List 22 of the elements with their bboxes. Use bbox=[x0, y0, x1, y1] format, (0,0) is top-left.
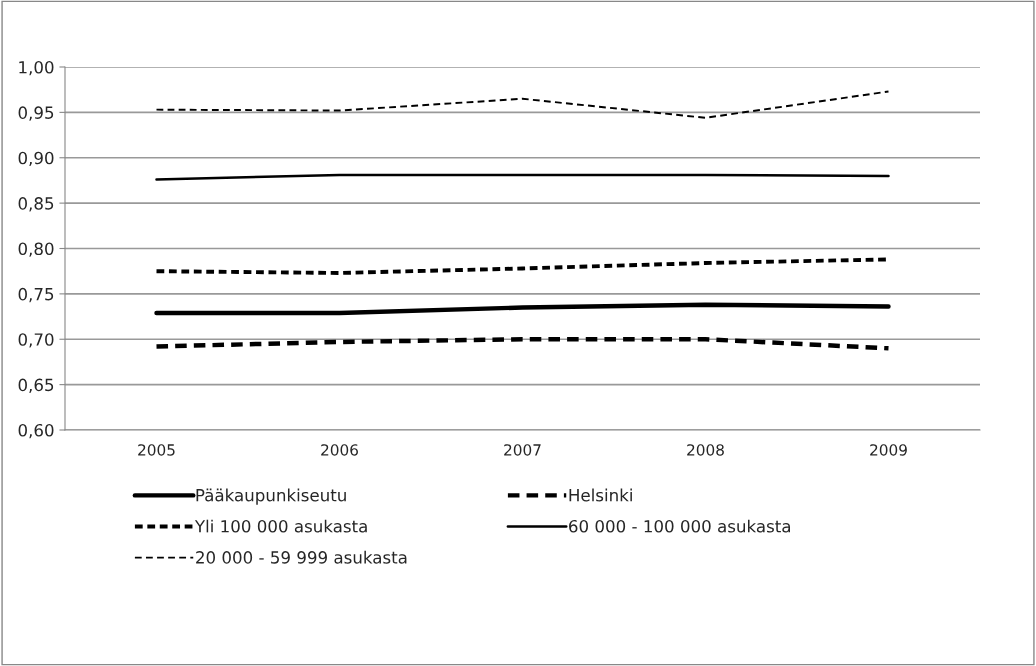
x-tick-label: 2007 bbox=[504, 444, 541, 456]
legend-label: Yli 100 000 asukasta bbox=[194, 519, 367, 533]
legend-label: 20 000 - 59 999 asukasta bbox=[196, 550, 407, 564]
legend-label: Pääkaupunkiseutu bbox=[196, 488, 346, 505]
x-tick-label: 2006 bbox=[321, 444, 358, 456]
line-series bbox=[155, 90, 890, 119]
y-tick-label: 0,95 bbox=[18, 106, 54, 121]
y-tick-label: 0,85 bbox=[18, 197, 54, 212]
x-tick-label: 2005 bbox=[138, 444, 175, 456]
legend-label: Helsinki bbox=[569, 488, 632, 502]
y-tick-label: 0,65 bbox=[18, 378, 54, 393]
line-series bbox=[154, 337, 891, 351]
legend-label: 60 000 - 100 000 asukasta bbox=[569, 519, 790, 533]
line-series bbox=[154, 302, 891, 316]
x-tick-label: 2008 bbox=[687, 444, 724, 456]
y-tick-label: 0,70 bbox=[18, 333, 54, 348]
y-tick-label: 0,60 bbox=[18, 423, 54, 439]
y-tick-label: 0,75 bbox=[18, 287, 54, 303]
y-tick-label: 0,80 bbox=[18, 242, 54, 257]
y-tick-label: 0,90 bbox=[18, 151, 54, 167]
y-tick-label: 1,00 bbox=[19, 60, 54, 76]
x-tick-label: 2009 bbox=[870, 444, 907, 456]
